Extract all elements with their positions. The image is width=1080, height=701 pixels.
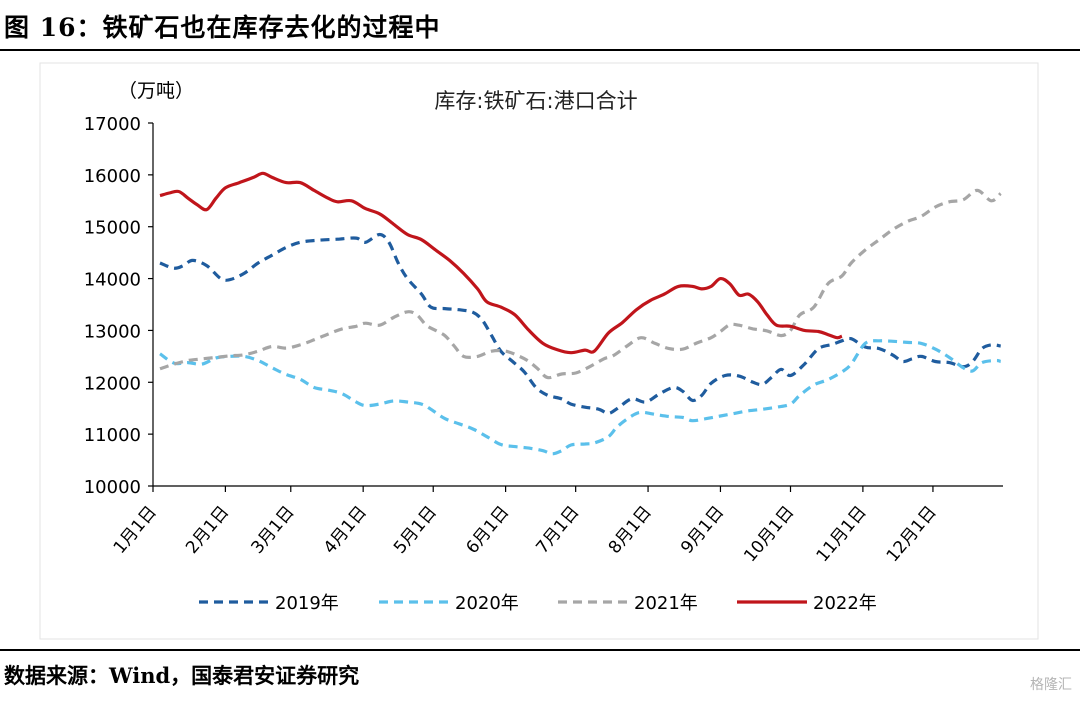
- figure-title: 图 16：铁矿石也在库存去化的过程中: [4, 13, 441, 42]
- top-rule: [0, 49, 1080, 51]
- series-line-2021年: [159, 188, 1002, 380]
- y-tick-label: 12000: [84, 373, 141, 394]
- y-tick-label: 16000: [84, 166, 141, 187]
- legend: 2019年 2020年 2021年 2022年: [199, 593, 877, 614]
- y-axis: 10000 11000 12000 13000 14000 15000 16000 17000: [84, 114, 154, 498]
- watermark: 格隆汇: [1030, 677, 1072, 693]
- x-tick-label: 9月1日: [677, 502, 728, 557]
- x-tick-label: 8月1日: [605, 502, 656, 557]
- legend-label: 2022年: [813, 593, 877, 614]
- y-tick-label: 11000: [84, 425, 141, 446]
- x-tick-label: 3月1日: [248, 502, 299, 557]
- y-tick-label: 14000: [84, 270, 141, 291]
- x-tick-label: 4月1日: [320, 502, 371, 557]
- x-tick-label: 1月1日: [110, 502, 161, 557]
- y-tick-label: 13000: [84, 321, 141, 342]
- data-source: 数据来源：Wind，国泰君安证券研究: [4, 663, 360, 688]
- series-line-2022年: [159, 171, 843, 355]
- legend-label: 2020年: [455, 593, 519, 614]
- x-tick-label: 11月1日: [813, 502, 871, 566]
- y-axis-unit: （万吨）: [118, 80, 194, 102]
- x-axis: 1月1日 2月1日 3月1日 4月1日 5月1日 6月1日 7月1日 8月1日 9月1日 10月1…: [110, 485, 1003, 566]
- x-tick-label: 10月1日: [740, 502, 798, 566]
- x-tick-label: 5月1日: [390, 502, 441, 557]
- x-tick-label: 12月1日: [883, 502, 941, 566]
- y-tick-label: 15000: [84, 218, 141, 239]
- series-layer: [159, 171, 1002, 456]
- y-tick-label: 17000: [84, 114, 141, 135]
- chart-title: 库存:铁矿石:港口合计: [434, 89, 637, 113]
- x-tick-label: 6月1日: [462, 502, 513, 557]
- y-tick-label: 10000: [84, 477, 141, 498]
- legend-label: 2019年: [275, 593, 339, 614]
- plot-frame: [39, 62, 1039, 640]
- x-tick-label: 2月1日: [182, 502, 233, 557]
- chart-canvas: （万吨） 库存:铁矿石:港口合计 10000 11000 12000 13000 140…: [39, 62, 1039, 640]
- bottom-rule: [0, 649, 1080, 651]
- series-line-2020年: [159, 339, 1002, 456]
- chart-border: [39, 62, 1039, 640]
- legend-label: 2021年: [634, 593, 698, 614]
- x-tick-label: 7月1日: [532, 502, 583, 557]
- series-line-2019年: [159, 232, 1001, 415]
